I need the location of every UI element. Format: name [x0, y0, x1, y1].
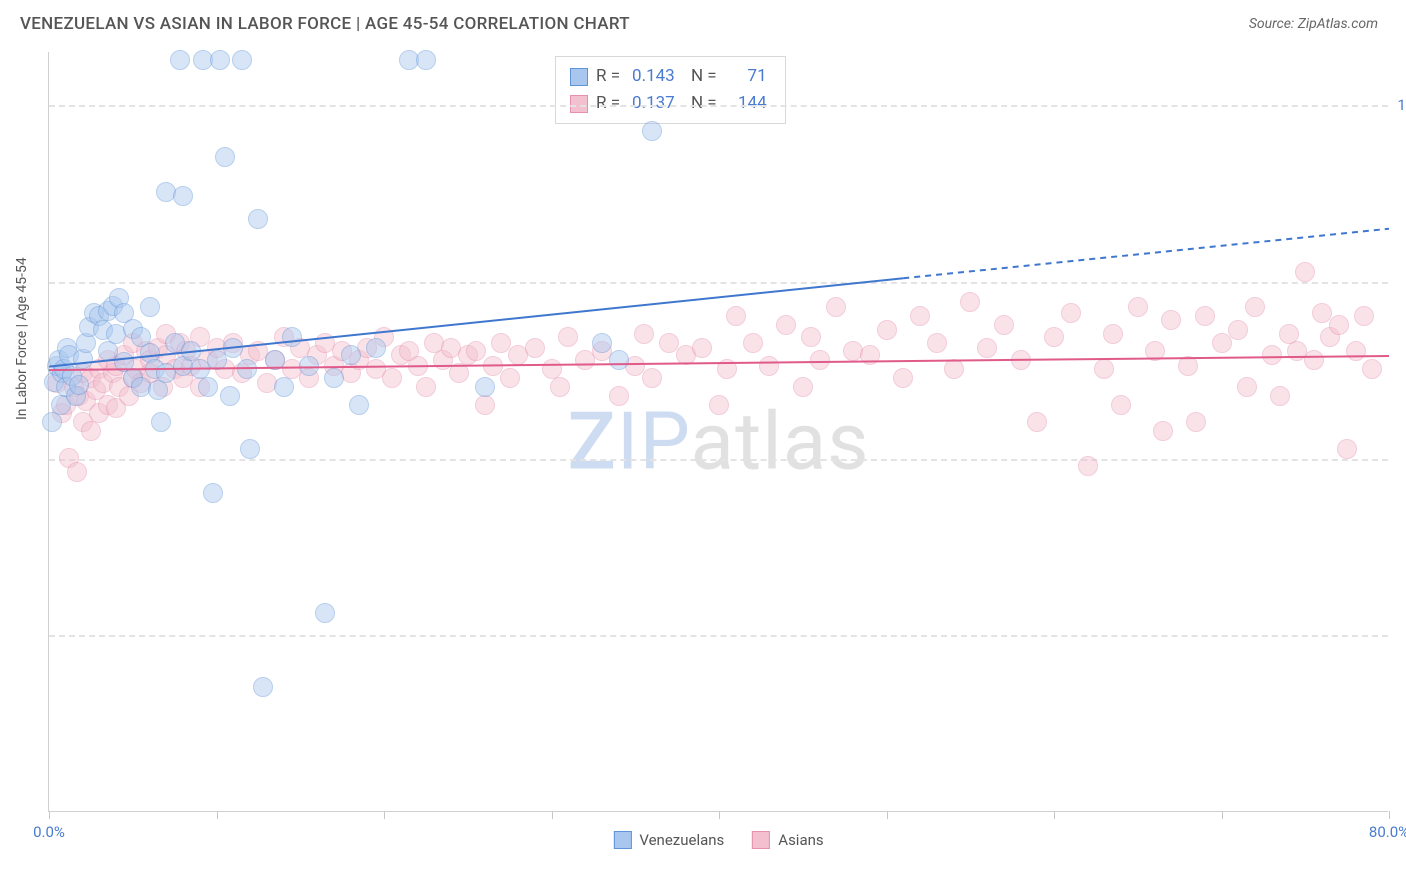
x-tick	[49, 811, 50, 819]
x-tick-label: 0.0%	[33, 823, 65, 841]
legend-item-asians: Asians	[752, 831, 823, 849]
x-tick	[719, 811, 720, 819]
x-tick	[1222, 811, 1223, 819]
legend-swatch-asians-b	[752, 831, 770, 849]
trend-lines	[49, 52, 1389, 812]
x-tick	[552, 811, 553, 819]
source-attribution: Source: ZipAtlas.com	[1249, 16, 1378, 32]
x-tick	[1054, 811, 1055, 819]
x-tick	[887, 811, 888, 819]
legend-label-asians: Asians	[778, 831, 823, 849]
x-tick	[1389, 811, 1390, 819]
legend-label-venezuelans: Venezuelans	[639, 831, 724, 849]
legend-swatch-venezuelans-b	[613, 831, 631, 849]
y-axis-label: In Labor Force | Age 45-54	[14, 257, 30, 420]
scatter-chart: ZIPatlas R = 0.143 N = 71 R = 0.137 N = …	[48, 52, 1388, 812]
chart-title: VENEZUELAN VS ASIAN IN LABOR FORCE | AGE…	[20, 14, 630, 34]
series-legend: Venezuelans Asians	[613, 831, 823, 849]
legend-item-venezuelans: Venezuelans	[613, 831, 724, 849]
y-tick-label: 100.0%	[1397, 96, 1406, 114]
x-tick-label: 80.0%	[1369, 823, 1406, 841]
x-tick	[384, 811, 385, 819]
x-tick	[217, 811, 218, 819]
